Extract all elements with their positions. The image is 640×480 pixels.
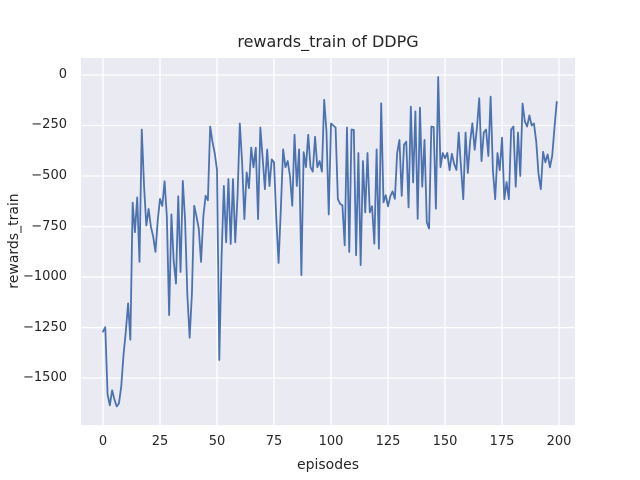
x-tick-label: 150 — [432, 434, 458, 449]
x-tick-label: 175 — [489, 434, 515, 449]
x-tick-label: 0 — [98, 434, 108, 449]
y-tick-label: −750 — [31, 218, 67, 234]
y-tick-label: −1000 — [23, 269, 67, 285]
chart-title: rewards_train of DDPG — [237, 32, 419, 51]
x-axis-label: episodes — [296, 457, 360, 473]
y-tick-label: −500 — [31, 168, 67, 184]
y-tick-label: −250 — [31, 117, 67, 133]
x-tick-label: 25 — [151, 434, 169, 449]
x-tick-label: 75 — [265, 434, 283, 449]
series-line-rewards_train — [102, 76, 558, 408]
plot-area — [81, 58, 575, 425]
x-tick-label: 125 — [375, 434, 401, 449]
y-tick-label: −1250 — [23, 319, 67, 335]
x-tick-label: 200 — [546, 434, 572, 449]
x-tick-label: 100 — [318, 434, 344, 449]
x-tick-label: 50 — [208, 434, 226, 449]
axes-background — [81, 58, 575, 425]
y-tick-label: 0 — [58, 66, 67, 82]
y-tick-label: −1500 — [23, 370, 67, 386]
